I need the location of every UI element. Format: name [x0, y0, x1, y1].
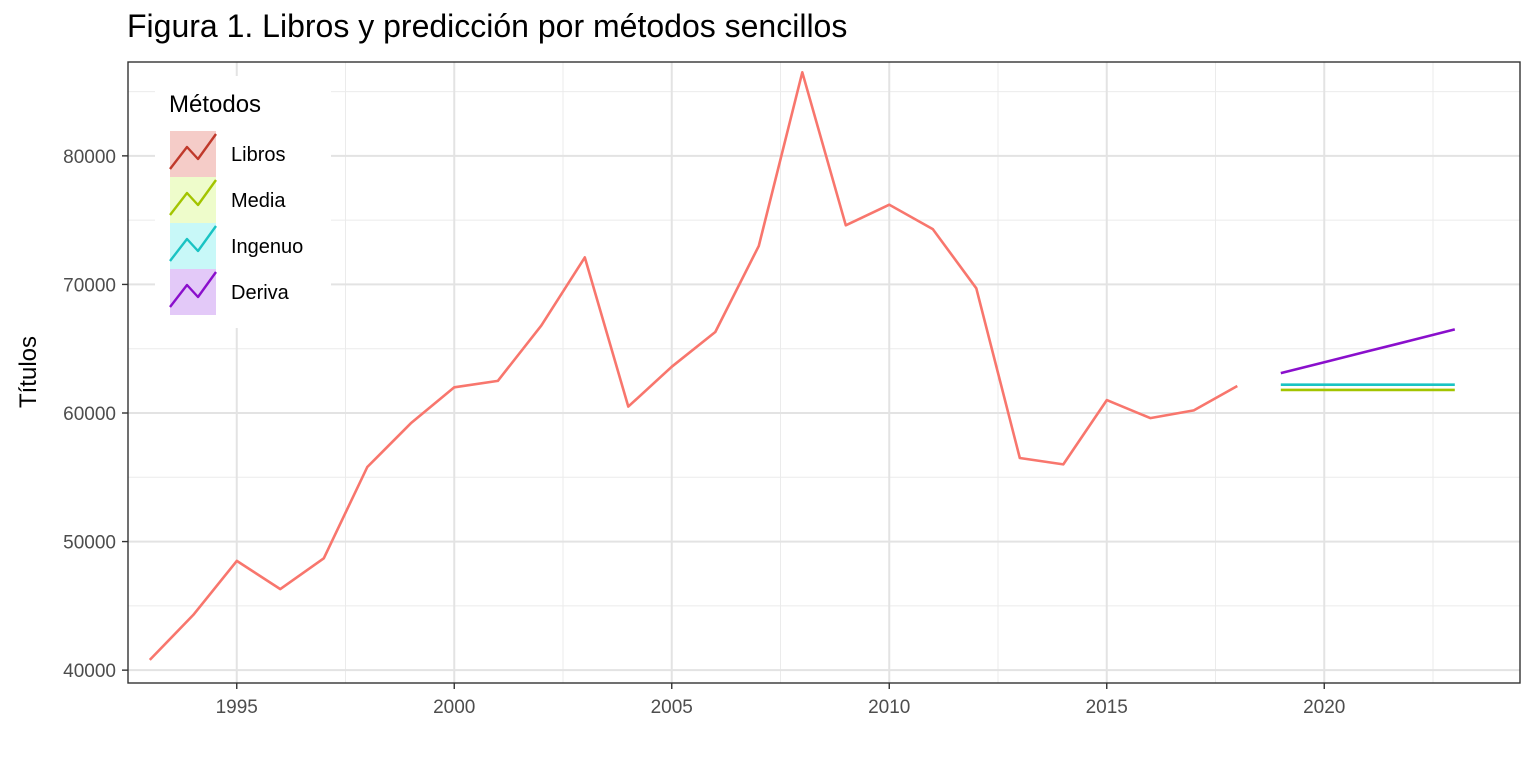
series-line-deriva	[1280, 328, 1456, 375]
legend-key-line	[169, 271, 217, 308]
legend-label: Media	[231, 190, 286, 212]
legend-title: Métodos	[169, 91, 261, 118]
y-tick-label: 80000	[63, 147, 116, 168]
legend: Métodos Libros Media Ingenuo Deriva	[155, 76, 331, 328]
series-layer	[148, 71, 1456, 661]
y-tick-label: 70000	[63, 275, 116, 296]
y-tick-label: 50000	[63, 533, 116, 554]
y-tick-label: 40000	[63, 661, 116, 682]
legend-key-line	[169, 225, 217, 262]
legend-key-line	[169, 133, 217, 170]
legend-item-ingenuo: Ingenuo	[169, 223, 303, 269]
chart-title: Figura 1. Libros y predicción por método…	[127, 8, 848, 44]
x-tick-label: 2015	[1086, 697, 1128, 718]
legend-item-deriva: Deriva	[169, 269, 290, 315]
series-line-libros	[148, 71, 1238, 661]
y-tick-label: 60000	[63, 404, 116, 425]
legend-label: Ingenuo	[231, 236, 303, 258]
grid-major	[128, 62, 1520, 683]
y-axis: 40000 50000 60000 70000 80000	[63, 147, 128, 682]
legend-key-line	[169, 179, 217, 216]
x-axis: 1995 2000 2005 2010 2015 2020	[216, 683, 1345, 718]
panel-border	[127, 61, 1521, 684]
x-tick-label: 2020	[1303, 697, 1345, 718]
x-tick-label: 2000	[433, 697, 475, 718]
legend-item-media: Media	[169, 177, 286, 223]
x-tick-label: 2005	[651, 697, 693, 718]
y-axis-title: Títulos	[15, 336, 42, 408]
legend-label: Libros	[231, 144, 285, 166]
legend-label: Deriva	[231, 282, 290, 304]
x-tick-label: 2010	[868, 697, 910, 718]
legend-item-libros: Libros	[169, 131, 285, 177]
x-tick-label: 1995	[216, 697, 258, 718]
grid-minor	[127, 62, 1520, 683]
